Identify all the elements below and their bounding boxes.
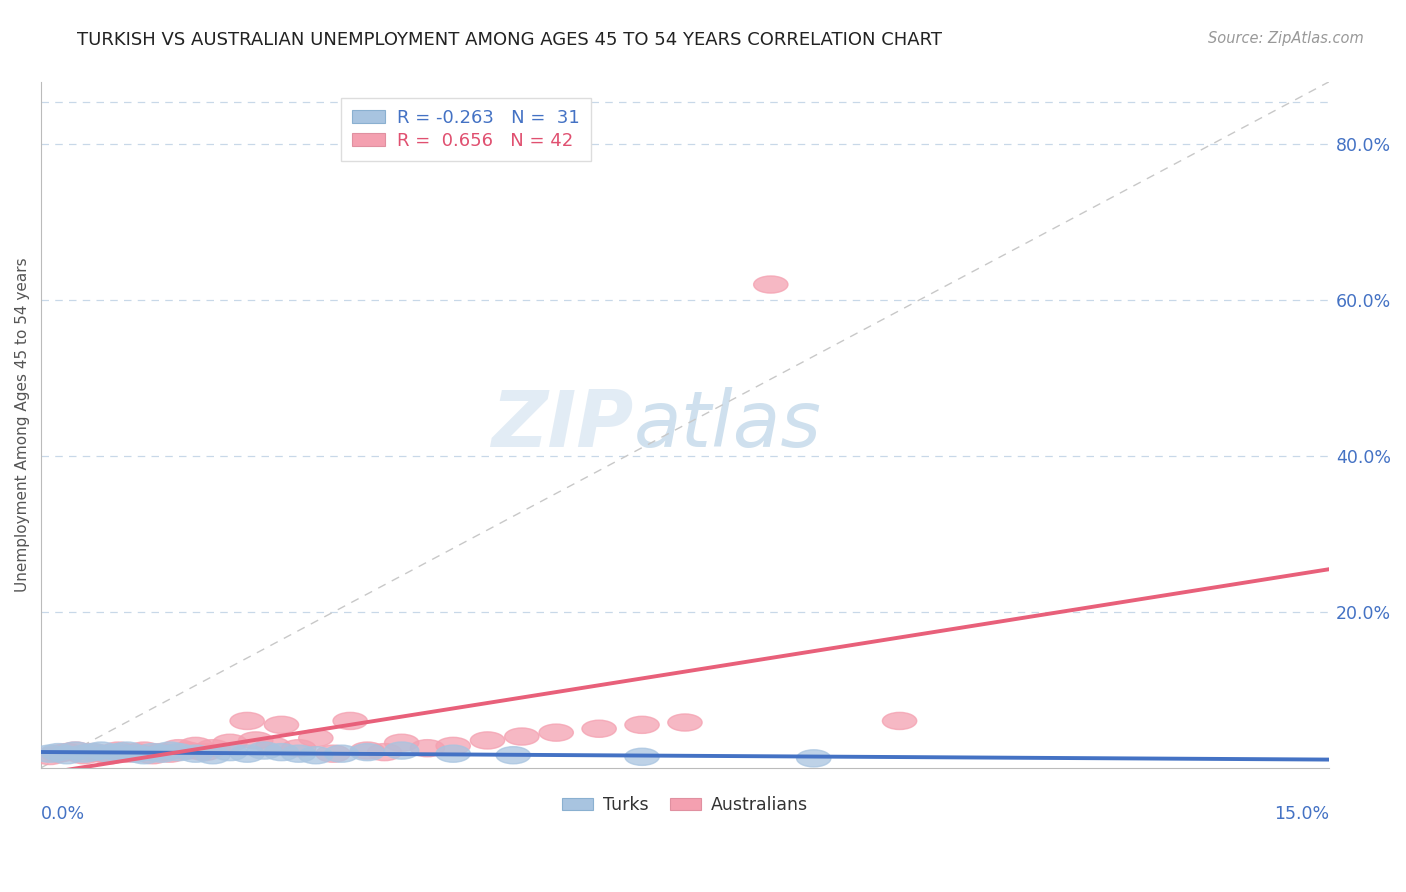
Ellipse shape — [281, 739, 316, 756]
Ellipse shape — [41, 745, 76, 763]
Ellipse shape — [110, 742, 145, 759]
Y-axis label: Unemployment Among Ages 45 to 54 years: Unemployment Among Ages 45 to 54 years — [15, 258, 30, 592]
Ellipse shape — [231, 745, 264, 763]
Ellipse shape — [93, 745, 127, 763]
Ellipse shape — [195, 747, 231, 764]
Ellipse shape — [110, 745, 145, 763]
Ellipse shape — [624, 716, 659, 733]
Ellipse shape — [350, 744, 384, 761]
Ellipse shape — [436, 738, 471, 755]
Ellipse shape — [496, 747, 530, 764]
Ellipse shape — [76, 744, 110, 761]
Ellipse shape — [58, 742, 93, 759]
Ellipse shape — [754, 276, 787, 293]
Ellipse shape — [49, 747, 84, 764]
Ellipse shape — [127, 747, 162, 764]
Ellipse shape — [153, 742, 187, 759]
Ellipse shape — [411, 739, 444, 756]
Ellipse shape — [93, 747, 127, 764]
Ellipse shape — [153, 745, 187, 763]
Ellipse shape — [67, 745, 101, 763]
Ellipse shape — [298, 747, 333, 764]
Text: 0.0%: 0.0% — [41, 805, 86, 823]
Text: TURKISH VS AUSTRALIAN UNEMPLOYMENT AMONG AGES 45 TO 54 YEARS CORRELATION CHART: TURKISH VS AUSTRALIAN UNEMPLOYMENT AMONG… — [77, 31, 942, 49]
Ellipse shape — [384, 742, 419, 759]
Ellipse shape — [668, 714, 702, 731]
Ellipse shape — [195, 739, 231, 756]
Ellipse shape — [239, 731, 273, 749]
Ellipse shape — [67, 747, 101, 764]
Ellipse shape — [436, 745, 471, 763]
Ellipse shape — [247, 742, 281, 759]
Ellipse shape — [76, 744, 110, 761]
Ellipse shape — [170, 742, 204, 759]
Ellipse shape — [298, 730, 333, 747]
Text: ZIP: ZIP — [491, 387, 634, 463]
Ellipse shape — [187, 744, 221, 761]
Ellipse shape — [101, 744, 135, 761]
Ellipse shape — [384, 734, 419, 751]
Ellipse shape — [118, 745, 153, 763]
Ellipse shape — [84, 745, 118, 763]
Text: 15.0%: 15.0% — [1274, 805, 1329, 823]
Ellipse shape — [179, 738, 212, 755]
Text: atlas: atlas — [634, 387, 821, 463]
Ellipse shape — [118, 744, 153, 761]
Text: Source: ZipAtlas.com: Source: ZipAtlas.com — [1208, 31, 1364, 46]
Ellipse shape — [281, 745, 316, 763]
Ellipse shape — [316, 745, 350, 763]
Ellipse shape — [797, 750, 831, 767]
Ellipse shape — [145, 745, 179, 763]
Ellipse shape — [538, 724, 574, 741]
Ellipse shape — [179, 745, 212, 763]
Ellipse shape — [212, 744, 247, 761]
Ellipse shape — [333, 713, 367, 730]
Ellipse shape — [145, 744, 179, 761]
Ellipse shape — [367, 744, 402, 761]
Ellipse shape — [135, 747, 170, 764]
Ellipse shape — [582, 720, 616, 738]
Ellipse shape — [325, 745, 359, 763]
Ellipse shape — [264, 716, 298, 733]
Ellipse shape — [58, 742, 93, 759]
Ellipse shape — [32, 747, 67, 764]
Ellipse shape — [256, 738, 290, 755]
Ellipse shape — [231, 713, 264, 730]
Ellipse shape — [49, 744, 84, 761]
Ellipse shape — [162, 739, 195, 756]
Ellipse shape — [471, 731, 505, 749]
Ellipse shape — [127, 742, 162, 759]
Ellipse shape — [32, 745, 67, 763]
Ellipse shape — [264, 744, 298, 761]
Ellipse shape — [505, 728, 538, 745]
Ellipse shape — [101, 742, 135, 759]
Ellipse shape — [41, 744, 76, 761]
Ellipse shape — [212, 734, 247, 751]
Ellipse shape — [350, 742, 384, 759]
Ellipse shape — [84, 742, 118, 759]
Ellipse shape — [162, 744, 195, 761]
Ellipse shape — [883, 713, 917, 730]
Ellipse shape — [624, 748, 659, 765]
Ellipse shape — [135, 744, 170, 761]
Legend: Turks, Australians: Turks, Australians — [554, 789, 815, 821]
